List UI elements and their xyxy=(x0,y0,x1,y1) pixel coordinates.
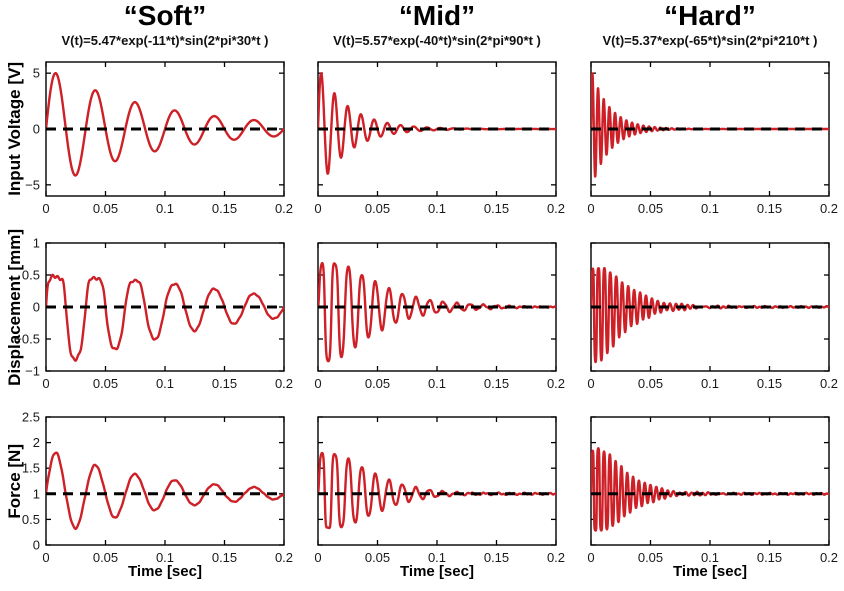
x-tick-label: 0.15 xyxy=(757,201,782,216)
x-tick-label: 0 xyxy=(587,201,594,216)
x-tick-label: 0.2 xyxy=(275,550,293,565)
x-tick-label: 0.15 xyxy=(757,550,782,565)
x-tick-label: 0.05 xyxy=(93,376,118,391)
x-tick-label: 0.2 xyxy=(547,201,565,216)
y-tick-label: 5 xyxy=(33,66,40,81)
x-tick-label: 0.05 xyxy=(365,376,390,391)
x-tick-label: 0.2 xyxy=(820,201,838,216)
y-tick-label: 2 xyxy=(33,435,40,450)
signal-curve-soft-displacement xyxy=(46,273,284,362)
plot-panel-mid-displacement: 0 0.05 0.1 0.15 0.2 xyxy=(314,242,565,391)
x-tick-label: 0.15 xyxy=(484,550,509,565)
equation-soft: V(t)=5.47*exp(-11*t)*sin(2*pi*30*t ) xyxy=(61,33,269,48)
x-tick-label: 0.1 xyxy=(701,550,719,565)
y-tick-label: −0.5 xyxy=(14,332,40,347)
signal-curve-soft-force xyxy=(46,451,284,531)
x-tick-label: 0.2 xyxy=(547,550,565,565)
x-axis-label-hard: Time [sec] xyxy=(673,563,747,580)
x-tick-label: 0.05 xyxy=(638,376,663,391)
y-tick-label: −1 xyxy=(25,364,40,379)
plot-panel-hard-displacement: 0 0.05 0.1 0.15 0.2 xyxy=(587,242,838,391)
axes-box xyxy=(317,416,557,546)
column-title-mid: “Mid” xyxy=(398,0,476,31)
x-tick-label: 0.05 xyxy=(93,201,118,216)
plot-panel-mid-force: 0 0.05 0.1 0.15 0.2 xyxy=(314,416,565,565)
plot-panel-soft-input-voltage: 0 0.05 0.1 0.15 0.250−5 xyxy=(25,61,293,216)
signal-curve-hard-input-voltage xyxy=(591,72,829,178)
x-tick-label: 0.15 xyxy=(484,376,509,391)
x-tick-label: 0.05 xyxy=(638,201,663,216)
signal-curve-mid-force xyxy=(318,451,556,530)
y-tick-label: 2.5 xyxy=(22,410,40,425)
x-tick-label: 0.1 xyxy=(156,201,174,216)
signal-curve-mid-input-voltage xyxy=(318,72,556,175)
x-tick-label: 0.05 xyxy=(365,550,390,565)
x-tick-label: 0 xyxy=(314,376,321,391)
signal-curve-hard-force xyxy=(591,447,829,532)
y-tick-label: 0 xyxy=(33,300,40,315)
y-tick-label: 0.5 xyxy=(22,268,40,283)
signal-curve-mid-displacement xyxy=(318,261,556,363)
x-axis-label-mid: Time [sec] xyxy=(400,563,474,580)
signal-curve-hard-displacement xyxy=(591,266,829,364)
x-tick-label: 0 xyxy=(587,550,594,565)
x-tick-label: 0.1 xyxy=(428,376,446,391)
x-tick-label: 0 xyxy=(314,201,321,216)
x-tick-label: 0.1 xyxy=(701,376,719,391)
equation-hard: V(t)=5.37*exp(-65*t)*sin(2*pi*210*t ) xyxy=(602,33,818,48)
x-tick-label: 0.1 xyxy=(156,550,174,565)
x-tick-label: 0.15 xyxy=(484,201,509,216)
equation-mid: V(t)=5.57*exp(-40*t)*sin(2*pi*90*t ) xyxy=(333,33,541,48)
plot-panel-mid-input-voltage: 0 0.05 0.1 0.15 0.2 xyxy=(314,61,565,216)
column-title-hard: “Hard” xyxy=(664,0,756,31)
x-tick-label: 0.05 xyxy=(93,550,118,565)
x-tick-label: 0 xyxy=(42,201,49,216)
x-tick-label: 0.1 xyxy=(701,201,719,216)
x-tick-label: 0.2 xyxy=(820,550,838,565)
axes-box xyxy=(45,416,285,546)
x-tick-label: 0.05 xyxy=(638,550,663,565)
x-tick-label: 0.2 xyxy=(275,376,293,391)
x-tick-label: 0.1 xyxy=(428,550,446,565)
x-tick-label: 0.15 xyxy=(212,201,237,216)
y-tick-label: 0 xyxy=(33,538,40,553)
x-axis-label-soft: Time [sec] xyxy=(128,563,202,580)
x-tick-label: 0 xyxy=(42,376,49,391)
x-tick-label: 0.15 xyxy=(757,376,782,391)
plot-panel-soft-displacement: 0 0.05 0.1 0.15 0.2 1 0.5 0 −0.5 −1 xyxy=(14,236,293,392)
plot-panel-hard-input-voltage: 0 0.05 0.1 0.15 0.2 xyxy=(587,61,838,216)
y-tick-label: 0 xyxy=(33,122,40,137)
column-title-soft: “Soft” xyxy=(123,0,207,31)
x-tick-label: 0.2 xyxy=(820,376,838,391)
x-tick-label: 0 xyxy=(42,550,49,565)
x-tick-label: 0.2 xyxy=(275,201,293,216)
y-tick-label: 1.5 xyxy=(22,461,40,476)
x-tick-label: 0.15 xyxy=(212,550,237,565)
plot-panel-hard-force: 0 0.05 0.1 0.15 0.2 xyxy=(587,416,838,565)
plot-panel-soft-force: 0 0.05 0.1 0.15 0.2 2.5 2 1.5 1 0.5 0 xyxy=(22,410,293,566)
y-tick-label: 1 xyxy=(33,486,40,501)
x-tick-label: 0 xyxy=(314,550,321,565)
x-tick-label: 0.1 xyxy=(156,376,174,391)
x-tick-label: 0 xyxy=(587,376,594,391)
x-tick-label: 0.2 xyxy=(547,376,565,391)
x-tick-label: 0.15 xyxy=(212,376,237,391)
y-tick-label: 0.5 xyxy=(22,512,40,527)
signal-curve-soft-input-voltage xyxy=(46,71,284,177)
x-tick-label: 0.1 xyxy=(428,201,446,216)
y-tick-label: 1 xyxy=(33,236,40,251)
x-tick-label: 0.05 xyxy=(365,201,390,216)
y-tick-label: −5 xyxy=(25,177,40,192)
